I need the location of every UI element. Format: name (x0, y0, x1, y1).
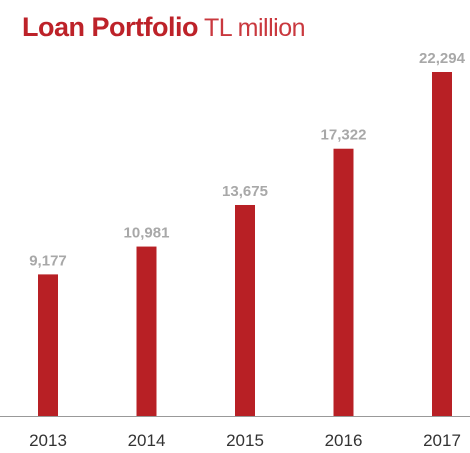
x-tick-label: 2013 (29, 431, 67, 450)
x-tick-label: 2017 (423, 431, 461, 450)
bar (333, 148, 354, 417)
bar (136, 246, 157, 416)
bar (235, 204, 255, 416)
value-label: 17,322 (321, 127, 367, 144)
value-label: 9,177 (29, 252, 67, 269)
value-label: 22,294 (419, 50, 466, 67)
x-tick-label: 2016 (325, 431, 363, 450)
bar (432, 72, 452, 416)
title: Loan Portfolio (22, 12, 198, 42)
x-tick-label: 2015 (226, 431, 264, 450)
value-label: 10,981 (124, 225, 170, 242)
subtitle: TL million (204, 14, 305, 42)
bar (38, 274, 58, 416)
x-tick-label: 2014 (128, 431, 166, 450)
value-label: 13,675 (222, 183, 268, 200)
chart-title: Loan Portfolio TL million (22, 12, 305, 42)
